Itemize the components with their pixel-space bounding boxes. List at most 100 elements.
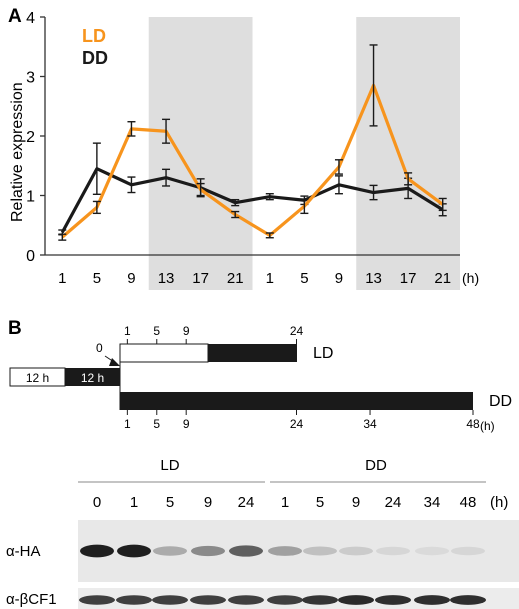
dd-tick-label: 9: [183, 417, 190, 431]
x-tick-label: 9: [127, 270, 135, 287]
ha-band: [451, 546, 485, 556]
cf1-bands: [79, 595, 486, 605]
series-dd: [58, 142, 447, 236]
ha-band: [376, 546, 410, 556]
blot-lane-label: 0: [93, 494, 101, 511]
ld-tick-label: 9: [183, 324, 190, 338]
cf1-band: [190, 595, 226, 605]
y-tick-label: 3: [26, 70, 35, 87]
y-tick-label: 2: [26, 129, 35, 146]
dd-timeline-label: DD: [489, 393, 512, 410]
blot-group-ld: LD: [160, 457, 179, 474]
dd-tick-label: 48: [466, 417, 480, 431]
blot-lane-label: 48: [460, 494, 477, 511]
ha-band: [80, 544, 114, 558]
panel-a-label: A: [8, 6, 22, 27]
dark-period-band: [356, 17, 460, 290]
x-tick-label: 13: [158, 270, 175, 287]
y-tick-label: 4: [26, 10, 35, 27]
x-tick-label: 1: [58, 270, 66, 287]
blot-lane-labels: 0 1 5 9 24 1 5 9 24 34 48: [93, 494, 477, 511]
blot-lane-label: 5: [166, 494, 174, 511]
pre-dark-label: 12 h: [81, 371, 104, 385]
ld-light-bar: [119, 343, 209, 363]
dark-period-shading: [148, 17, 460, 290]
x-tick-label: 5: [300, 270, 308, 287]
cf1-band: [375, 595, 411, 605]
y-tick-labels: 0 1 2 3 4: [26, 10, 35, 265]
cf1-band: [116, 595, 152, 605]
time-zero-arrowhead: [109, 358, 120, 366]
blot-group-dd: DD: [365, 457, 387, 474]
dd-dark-bar: [120, 392, 473, 410]
y-tick-label: 1: [26, 189, 35, 206]
blot-lane-label: 9: [352, 494, 360, 511]
x-tick-label: 17: [400, 270, 417, 287]
ha-bands: [80, 544, 485, 558]
pre-light-label: 12 h: [26, 371, 49, 385]
blot-lane-label: 24: [385, 494, 402, 511]
series-line-ld: [61, 83, 444, 239]
cf1-band: [450, 595, 486, 605]
time-zero-label: 0: [96, 341, 103, 355]
cf1-band: [302, 595, 338, 605]
blot-lane-label: 5: [316, 494, 324, 511]
dd-tick-label: 1: [124, 417, 131, 431]
ld-tick-label: 24: [290, 324, 304, 338]
y-tick-label: 0: [26, 248, 35, 265]
pre-dark-bar: [65, 368, 120, 386]
panel-b-label: B: [8, 318, 22, 339]
series-line-dd: [60, 167, 444, 234]
cf1-band: [414, 595, 450, 605]
x-tick-label: 1: [266, 270, 274, 287]
blot-unit-label: (h): [490, 494, 508, 511]
dd-timeline-ticks: 1 5 9 24 34 48: [124, 410, 480, 431]
blot-lane-label: 9: [204, 494, 212, 511]
ha-band: [153, 546, 187, 556]
ha-band: [191, 545, 225, 557]
blot-lane-label: 34: [424, 494, 441, 511]
blot-lane-label: 24: [238, 494, 255, 511]
blot-lane-label: 1: [281, 494, 289, 511]
dark-period-band: [148, 17, 253, 290]
y-axis-label: Relative expression: [9, 82, 26, 222]
panel-a: A Relative expression 1 5 9 13 17 21 1 5 9 13 17 21…: [8, 6, 479, 290]
ha-band: [117, 544, 151, 558]
cf1-band: [338, 595, 374, 605]
x-tick-labels: 1 5 9 13 17 21 1 5 9 13 17 21: [58, 270, 451, 287]
western-blot: LD DD 0 1 5 9 24 1 5 9 24 34 48 (h) α-HA α-βCF1: [6, 457, 519, 609]
blot-lane-label: 1: [130, 494, 138, 511]
cf1-band: [152, 595, 188, 605]
x-tick-label: 17: [192, 270, 209, 287]
ld-timeline-label: LD: [313, 345, 333, 362]
ha-band: [339, 546, 373, 556]
x-tick-label: 21: [227, 270, 244, 287]
x-unit-label: (h): [462, 270, 479, 286]
ha-band: [229, 545, 263, 557]
blot-row-label-ha: α-HA: [6, 543, 41, 560]
cf1-band: [228, 595, 264, 605]
cf1-band: [79, 595, 115, 605]
x-tick-label: 9: [335, 270, 343, 287]
x-tick-label: 21: [434, 270, 451, 287]
x-tick-label: 5: [93, 270, 101, 287]
ha-band: [303, 546, 337, 556]
ld-dark-bar: [208, 344, 297, 362]
dd-tick-label: 34: [363, 417, 377, 431]
ld-timeline-ticks: 1 5 9 24: [124, 324, 303, 344]
chart-series: [58, 44, 447, 241]
dd-unit-label: (h): [480, 419, 495, 433]
panel-b: B 12 h 12 h 0 1 5 9 24 LD DD 1 5 9 24 34 48 (h): [8, 318, 512, 433]
x-tick-label: 13: [365, 270, 382, 287]
cf1-band: [267, 595, 303, 605]
chart-axes: [40, 16, 460, 256]
legend-ld: LD: [82, 26, 106, 46]
ld-tick-label: 5: [153, 324, 160, 338]
ha-band: [415, 546, 449, 556]
blot-row-label-cf1: α-βCF1: [6, 591, 57, 608]
legend-dd: DD: [82, 48, 108, 68]
ha-band: [268, 546, 302, 556]
ld-tick-label: 1: [124, 324, 131, 338]
dd-tick-label: 5: [153, 417, 160, 431]
